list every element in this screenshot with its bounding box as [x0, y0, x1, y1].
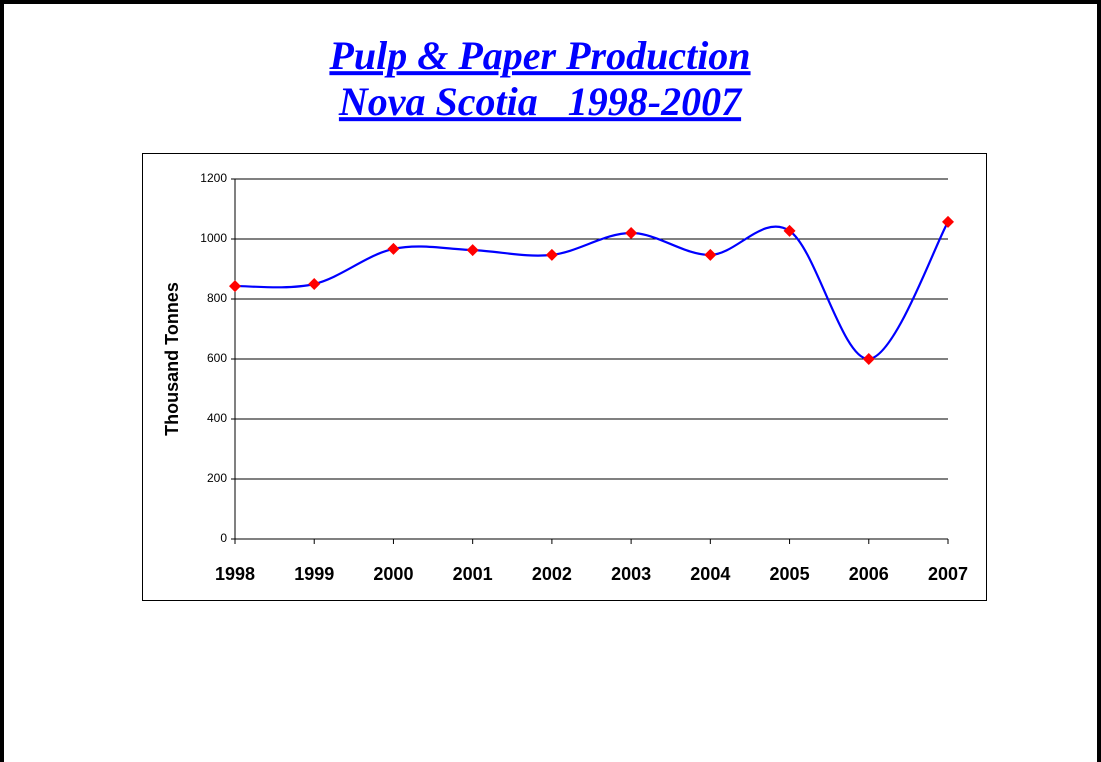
y-tick-label: 1000 [200, 231, 227, 245]
y-tick-label: 1200 [200, 171, 227, 185]
y-tick-label: 400 [207, 411, 227, 425]
y-tick-label: 600 [207, 351, 227, 365]
frame-right [1097, 0, 1101, 762]
frame-top [0, 0, 1101, 4]
data-point [466, 244, 479, 257]
x-tick-label: 2004 [690, 564, 730, 584]
x-tick-label: 2001 [453, 564, 493, 584]
y-axis-label: Thousand Tonnes [162, 282, 182, 436]
y-tick-label: 800 [207, 291, 227, 305]
data-point [387, 242, 400, 255]
x-tick-label: 2006 [849, 564, 889, 584]
y-tick-label: 0 [220, 531, 227, 545]
data-point [704, 248, 717, 261]
data-point [625, 227, 638, 239]
data-point [308, 278, 321, 290]
x-tick-label: 1998 [215, 564, 255, 584]
frame-left [0, 0, 4, 762]
x-tick-label: 2002 [532, 564, 572, 584]
data-point [862, 353, 875, 365]
chart-area [142, 153, 987, 601]
x-tick-label: 2000 [373, 564, 413, 584]
data-point [783, 224, 796, 237]
data-point [229, 280, 241, 293]
chart-title: Pulp & Paper Production [328, 33, 750, 78]
data-point [545, 248, 558, 261]
x-tick-label: 2005 [770, 564, 810, 584]
y-tick-label: 200 [207, 471, 227, 485]
chart-title: Nova Scotia 1998-2007 [338, 79, 743, 124]
x-tick-label: 1999 [294, 564, 334, 584]
x-tick-label: 2003 [611, 564, 651, 584]
data-point [942, 215, 954, 228]
x-tick-label: 2007 [928, 564, 968, 584]
